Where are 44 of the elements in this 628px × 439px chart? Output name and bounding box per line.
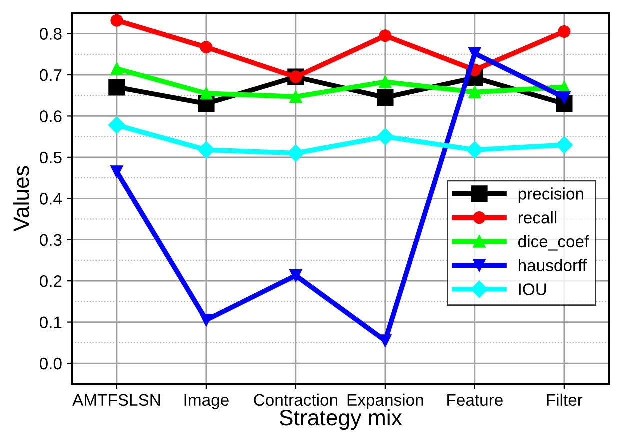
legend-label: hausdorff: [518, 259, 588, 272]
point: [110, 62, 124, 76]
point: [376, 128, 394, 146]
y-tick-label: 0.8: [40, 28, 62, 40]
point: [377, 89, 394, 106]
y-tick-label: 0.6: [40, 110, 62, 122]
point: [287, 144, 304, 162]
point: [468, 47, 482, 60]
point: [379, 76, 392, 88]
point: [110, 166, 124, 178]
point: [556, 136, 573, 154]
x-tick-label: Image: [184, 394, 229, 410]
point: [198, 141, 216, 159]
point: [290, 90, 302, 104]
legend-label: dice_coef: [518, 235, 590, 251]
y-tick-label: 0.0: [40, 358, 62, 370]
point: [110, 14, 124, 27]
point: [379, 30, 392, 42]
x-tick-label: Feature: [448, 394, 503, 406]
point: [468, 86, 482, 99]
y-tick-label: 0.1: [40, 316, 62, 328]
y-tick-label: 0.4: [40, 193, 62, 205]
y-tick-label: 0.7: [40, 69, 62, 82]
point: [379, 334, 392, 348]
point: [200, 314, 213, 326]
x-tick-label: Contraction: [254, 394, 338, 406]
x-tick-label: AMTFSLSN: [72, 394, 160, 406]
y-tick-label: 0.3: [40, 234, 62, 246]
x-axis-title: Strategy mix: [280, 409, 402, 430]
y-tick-label: 0.2: [40, 275, 62, 288]
legend-label: precision: [518, 188, 584, 204]
point: [200, 87, 213, 100]
point: [558, 25, 571, 38]
y-tick-label: 0.5: [40, 152, 62, 164]
point: [290, 269, 302, 282]
legend-label: recall: [518, 212, 557, 224]
legend-label: IOU: [519, 284, 546, 296]
point: [108, 79, 126, 96]
y-axis-title: Values: [13, 166, 30, 232]
point: [108, 116, 126, 134]
point: [200, 41, 213, 54]
x-tick-label: Expansion: [348, 394, 424, 410]
point: [466, 141, 484, 159]
x-tick-label: Filter: [547, 394, 583, 406]
